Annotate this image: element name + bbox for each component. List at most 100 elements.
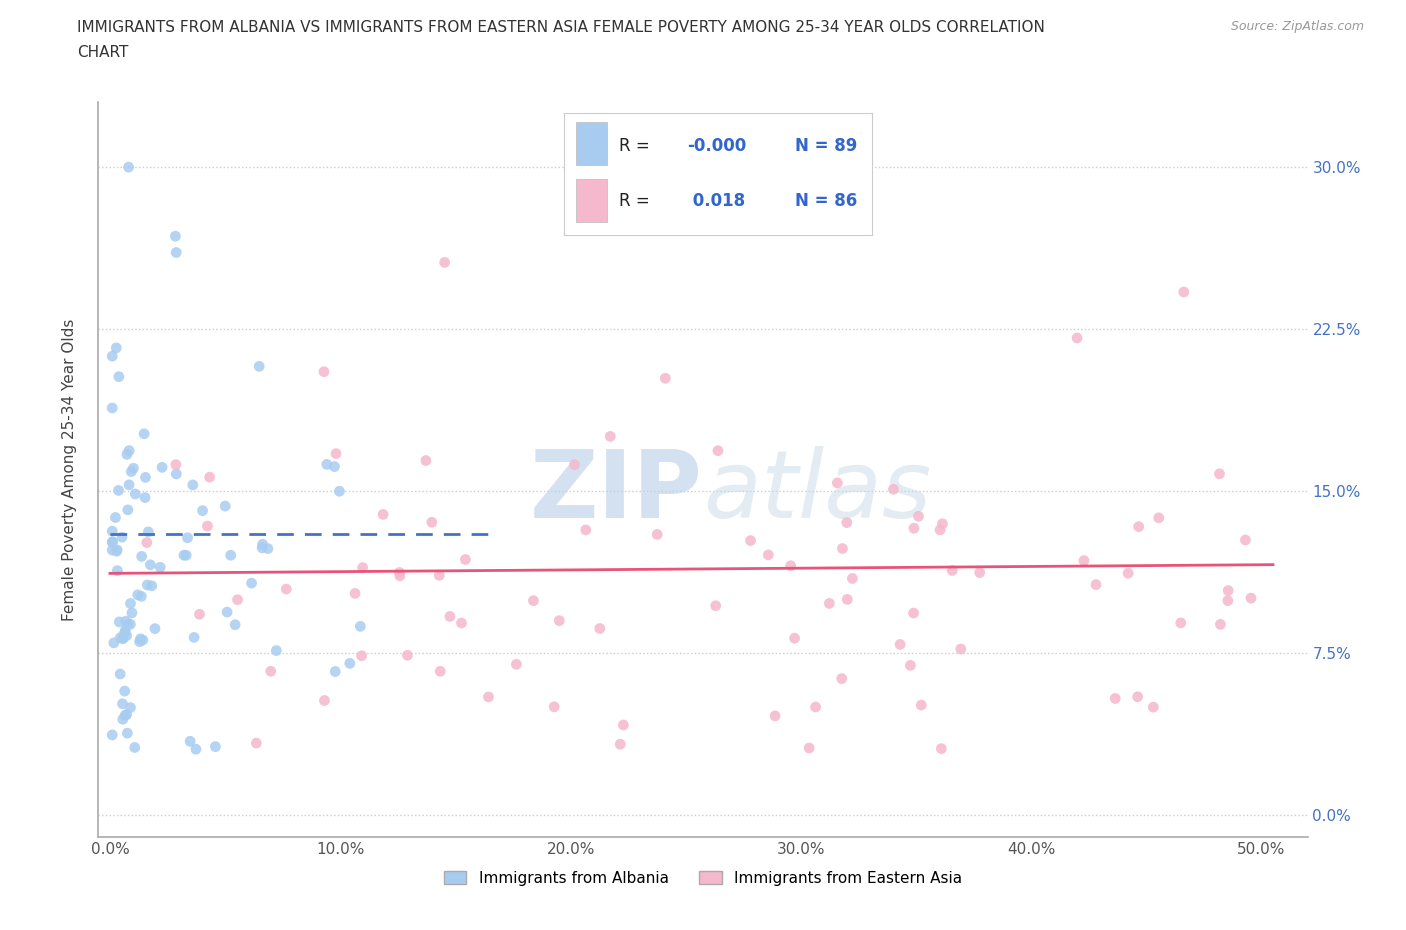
Point [612, 718, 634, 733]
Point [1209, 617, 1232, 631]
Point [183, 630, 205, 644]
Point [165, 467, 187, 482]
Point [107, 483, 129, 498]
Point [645, 527, 668, 542]
Point [704, 598, 727, 613]
Point [929, 523, 952, 538]
Point [134, 490, 156, 505]
Point [339, 656, 361, 671]
Point [1147, 511, 1170, 525]
Point [835, 515, 858, 530]
Point [804, 699, 827, 714]
Point [654, 371, 676, 386]
Point [931, 741, 953, 756]
Point [328, 484, 350, 498]
Point [105, 340, 128, 355]
Point [124, 486, 146, 501]
Point [903, 605, 925, 620]
Point [818, 596, 841, 611]
Point [1066, 330, 1088, 345]
Text: atlas: atlas [703, 446, 931, 538]
Point [165, 245, 187, 259]
Point [117, 502, 139, 517]
Point [1170, 616, 1192, 631]
Point [763, 709, 786, 724]
Point [949, 642, 972, 657]
Point [128, 634, 150, 649]
Point [575, 523, 598, 538]
Point [240, 576, 263, 591]
Point [314, 693, 336, 708]
Point [1208, 466, 1230, 481]
Point [120, 700, 142, 715]
Point [350, 648, 373, 663]
Point [108, 369, 131, 384]
Point [114, 625, 136, 640]
Y-axis label: Female Poverty Among 25-34 Year Olds: Female Poverty Among 25-34 Year Olds [62, 318, 77, 621]
Point [101, 727, 124, 742]
Point [882, 482, 904, 497]
Point [522, 593, 544, 608]
Point [396, 648, 419, 663]
Point [1104, 691, 1126, 706]
Point [969, 565, 991, 580]
Point [105, 544, 128, 559]
Point [108, 667, 131, 682]
Point [433, 255, 456, 270]
Point [827, 475, 849, 490]
Point [217, 604, 239, 619]
Point [134, 470, 156, 485]
Point [103, 635, 125, 650]
Point [136, 578, 159, 592]
Point [388, 565, 411, 580]
Point [115, 447, 138, 462]
Point [831, 671, 853, 686]
Point [124, 740, 146, 755]
Point [250, 540, 273, 555]
Point [135, 535, 157, 550]
Point [111, 711, 134, 726]
Point [1116, 565, 1139, 580]
Point [224, 618, 246, 632]
Point [841, 571, 863, 586]
Point [543, 699, 565, 714]
Point [101, 542, 124, 557]
Point [117, 160, 139, 175]
Point [114, 708, 136, 723]
Point [115, 707, 138, 722]
Point [756, 548, 779, 563]
Point [132, 632, 155, 647]
Point [454, 552, 477, 567]
Point [889, 637, 911, 652]
Point [799, 740, 821, 755]
Point [589, 621, 612, 636]
Point [831, 541, 853, 556]
Text: Source: ZipAtlas.com: Source: ZipAtlas.com [1230, 20, 1364, 33]
Point [429, 664, 451, 679]
Point [1173, 285, 1195, 299]
Point [112, 631, 135, 645]
Point [150, 460, 173, 475]
Point [188, 607, 211, 622]
Point [165, 458, 187, 472]
Point [1142, 699, 1164, 714]
Point [548, 613, 571, 628]
Legend: Immigrants from Albania, Immigrants from Eastern Asia: Immigrants from Albania, Immigrants from… [437, 865, 969, 892]
Point [1073, 553, 1095, 568]
Point [1216, 593, 1239, 608]
Point [104, 510, 127, 525]
Point [219, 548, 242, 563]
Point [266, 644, 288, 658]
Point [388, 568, 411, 583]
Point [276, 581, 298, 596]
Point [371, 507, 394, 522]
Point [257, 541, 280, 556]
Point [352, 560, 374, 575]
Point [1218, 583, 1240, 598]
Point [132, 426, 155, 441]
Point [176, 530, 198, 545]
Point [141, 578, 163, 593]
Point [599, 429, 621, 444]
Point [941, 563, 963, 578]
Point [139, 557, 162, 572]
